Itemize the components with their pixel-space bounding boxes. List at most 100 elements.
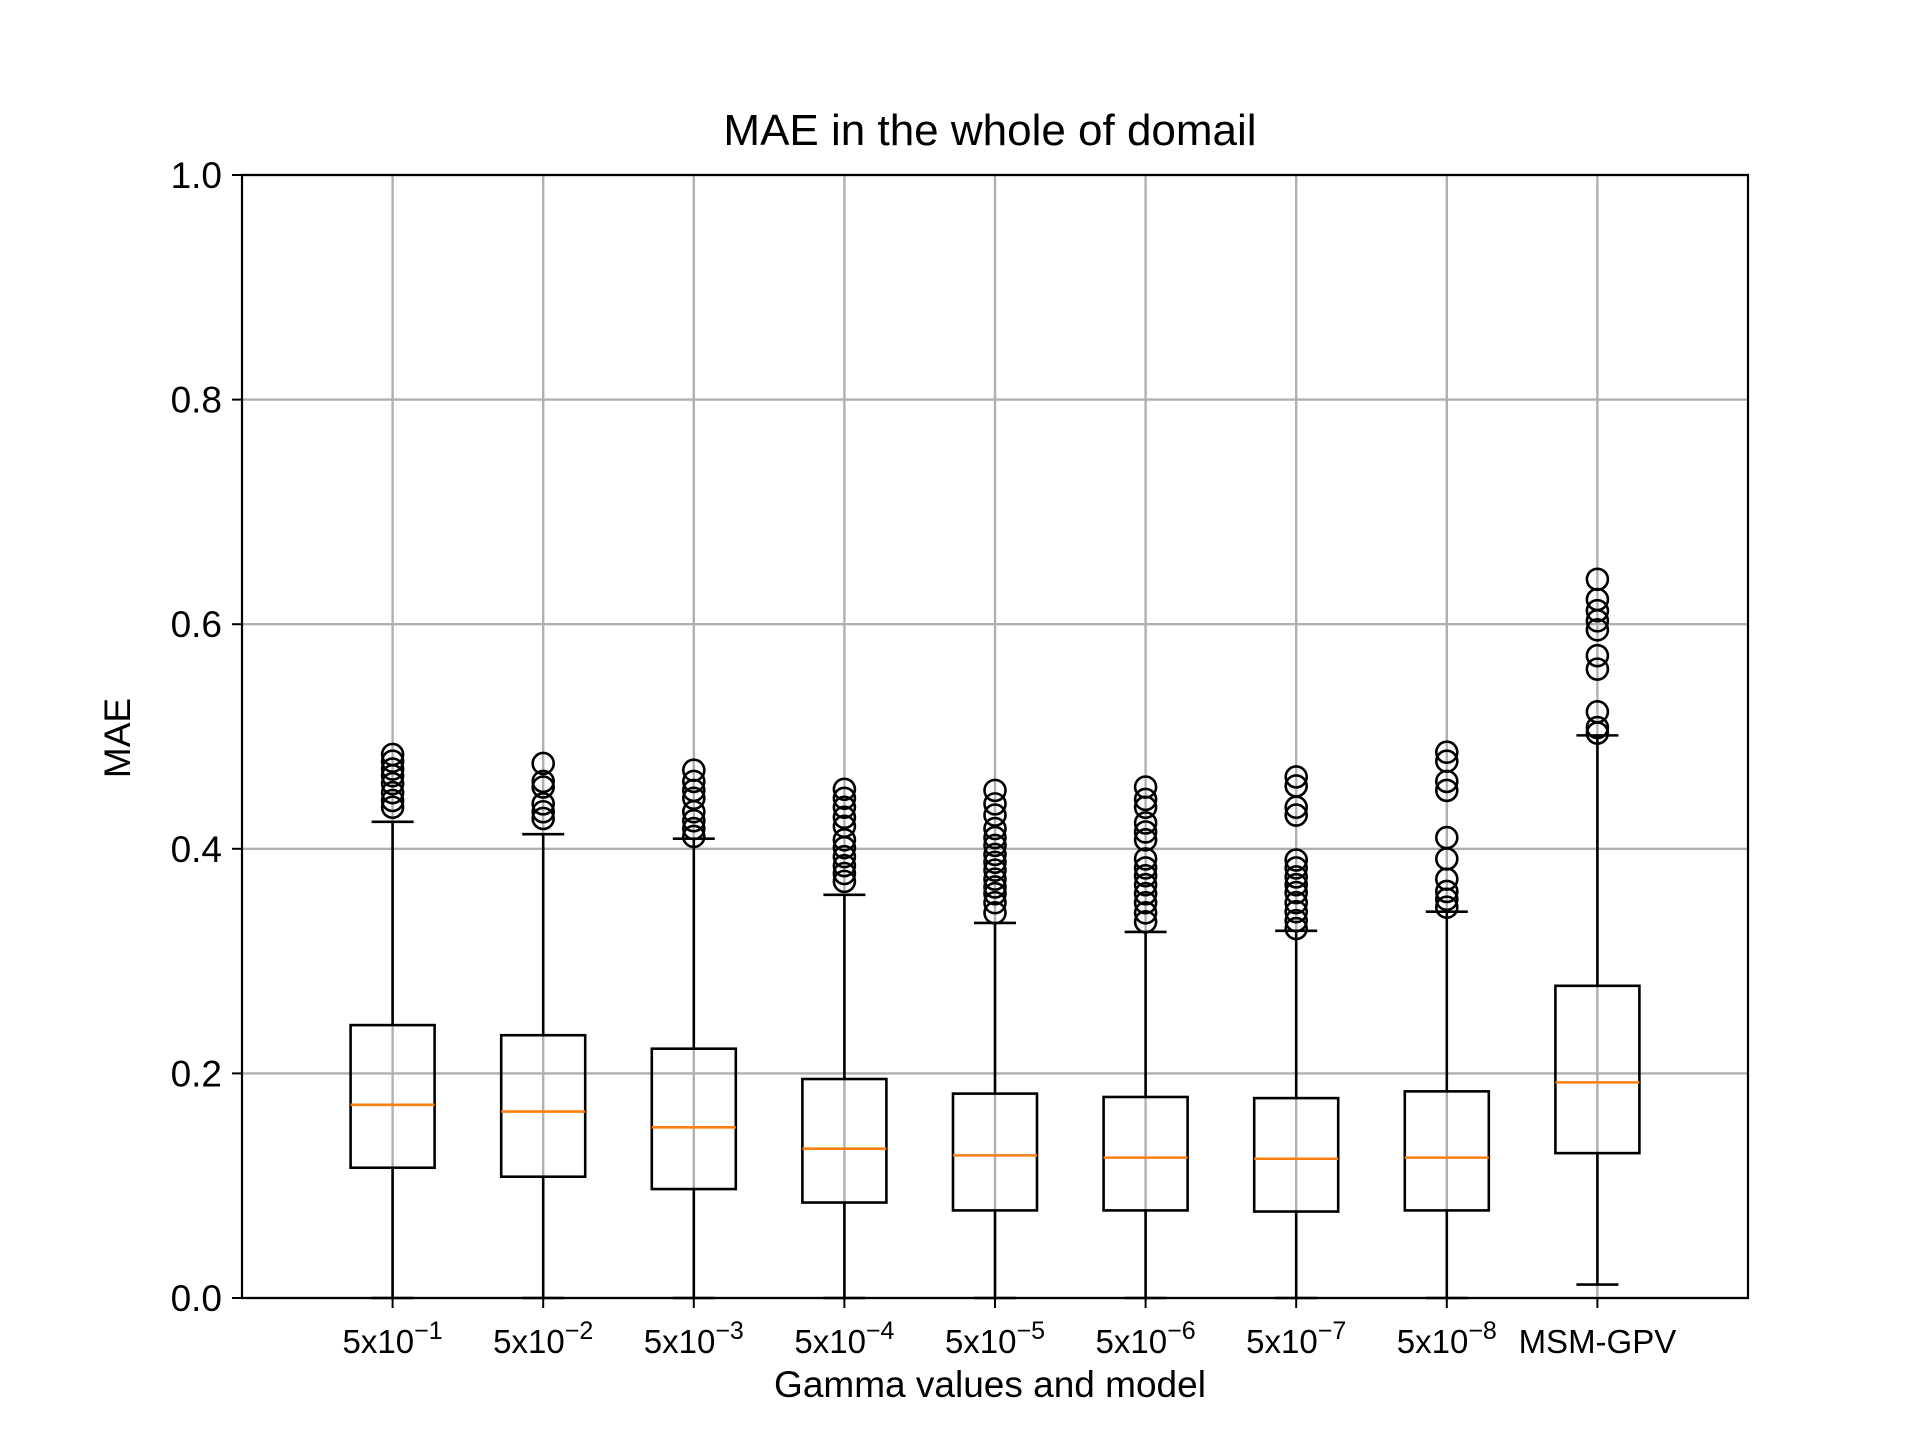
outlier-point: [832, 844, 857, 869]
outlier-point: [1133, 787, 1158, 812]
axes: 0.0 0.2 0.4 0.6 0.8 1.0 5x10−1 5x10−2 5x10−3 5x10…: [171, 155, 1750, 1360]
x-axis-label: Gamma values and model: [774, 1364, 1206, 1405]
outlier-point: [1435, 778, 1459, 803]
outlier-point: [1284, 872, 1308, 897]
outlier-point: [983, 792, 1007, 816]
outlier-point: [832, 805, 857, 830]
x-tick-label: 5x10−5: [945, 1317, 1045, 1360]
outlier-point: [1585, 618, 1610, 642]
outlier-point: [380, 742, 405, 767]
outlier-point: [681, 808, 706, 833]
outlier-point: [1435, 740, 1459, 765]
x-tick-label: 5x10−3: [644, 1317, 744, 1360]
y-axis-label: MAE: [97, 698, 138, 778]
outlier-point: [832, 828, 857, 852]
x-tick-label: 5x10−2: [493, 1317, 593, 1360]
outlier-point: [832, 853, 857, 878]
outlier-point: [1585, 699, 1610, 724]
x-tick-label: 5x10−8: [1397, 1317, 1497, 1360]
box-body: [650, 1047, 738, 1191]
outlier-point: [1133, 901, 1158, 925]
outlier-point: [1133, 872, 1158, 897]
outlier-point: [1284, 890, 1308, 915]
outlier-point: [380, 795, 405, 820]
outlier-point: [983, 816, 1007, 841]
box-body: [951, 1092, 1039, 1212]
box-body: [1102, 1095, 1189, 1212]
outlier-point: [1284, 916, 1308, 941]
outlier-point: [1284, 908, 1308, 933]
box-group: [349, 742, 436, 1300]
outlier-point: [1585, 567, 1610, 592]
x-tick-label: 5x10−7: [1246, 1317, 1346, 1360]
y-tick-label: 0.8: [171, 380, 222, 421]
outlier-point: [1284, 880, 1308, 905]
outlier-point: [1284, 865, 1308, 889]
outlier-point: [1435, 825, 1459, 850]
outlier-point: [983, 890, 1007, 915]
outlier-point: [832, 795, 857, 820]
outlier-point: [983, 881, 1007, 906]
outlier-point: [1284, 848, 1308, 872]
outlier-point: [380, 780, 405, 805]
outlier-point: [1435, 895, 1459, 919]
outlier-point: [1585, 715, 1610, 740]
outlier-point: [1133, 863, 1158, 888]
chart-title: MAE in the whole of domail: [723, 106, 1256, 155]
outlier-point: [832, 869, 857, 894]
outlier-point: [1284, 774, 1308, 798]
outlier-point: [1585, 643, 1610, 668]
outlier-point: [832, 814, 857, 839]
outlier-point: [983, 858, 1007, 882]
box-body: [1403, 1090, 1491, 1212]
outlier-point: [681, 824, 706, 849]
outlier-point: [983, 875, 1007, 899]
outlier-point: [380, 749, 405, 774]
outlier-point: [1585, 657, 1610, 681]
outlier-point: [681, 769, 706, 794]
outlier-point: [983, 901, 1007, 925]
outlier-point: [531, 769, 556, 794]
outlier-point: [531, 799, 556, 824]
box-group: [1102, 775, 1189, 1300]
outlier-point: [983, 778, 1007, 803]
outlier-point: [1435, 879, 1459, 904]
outlier-point: [1585, 598, 1610, 623]
outlier-point: [531, 751, 556, 776]
outlier-point: [983, 803, 1007, 827]
outlier-point: [1133, 881, 1158, 906]
outlier-point: [1284, 856, 1308, 880]
outlier-point: [1133, 820, 1158, 844]
box-body: [499, 1033, 587, 1179]
outlier-point: [832, 861, 857, 886]
outlier-point: [1133, 775, 1158, 799]
outlier-point: [531, 806, 556, 831]
y-tick-label: 0.4: [171, 829, 222, 870]
box-body: [1554, 984, 1641, 1155]
outlier-point: [1133, 828, 1158, 852]
box-group: [801, 777, 888, 1300]
outlier-point: [681, 786, 706, 811]
outlier-point: [380, 757, 405, 781]
outlier-point: [1133, 847, 1158, 871]
box-group: [499, 751, 587, 1300]
outlier-point: [380, 771, 405, 796]
plot-frame: [240, 173, 1750, 1300]
outlier-point: [832, 777, 857, 802]
y-tick-label: 1.0: [171, 155, 222, 196]
x-tick-label: 5x10−4: [794, 1317, 894, 1360]
y-tick-label: 0.6: [171, 604, 222, 645]
outlier-point: [1133, 856, 1158, 880]
outlier-point: [983, 867, 1007, 891]
box-body: [349, 1023, 436, 1170]
outlier-point: [531, 775, 556, 799]
x-tick-label: MSM-GPV: [1519, 1323, 1677, 1360]
outlier-point: [1435, 749, 1459, 774]
outlier-point: [1284, 803, 1308, 827]
outlier-point: [983, 842, 1007, 867]
outlier-point: [531, 792, 556, 816]
box-body: [801, 1077, 888, 1204]
